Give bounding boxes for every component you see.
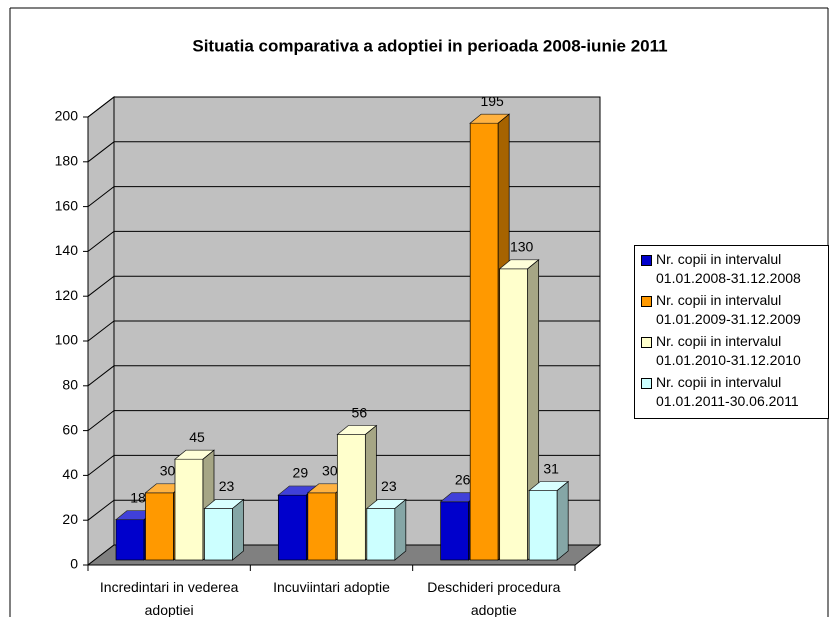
bar-side-shade — [232, 499, 244, 560]
bar — [204, 508, 233, 561]
value-label: 56 — [352, 404, 368, 420]
legend-swatch — [641, 378, 652, 389]
legend-label: Nr. copii in intervalul 01.01.2010-31.12… — [656, 333, 801, 368]
y-tick-label: 200 — [55, 108, 79, 124]
bar-side-shade — [394, 499, 406, 560]
bar-top-shade — [204, 499, 244, 509]
value-label: 23 — [381, 478, 397, 494]
bar-side — [232, 498, 244, 561]
x-tick-label: Incredintari in vederea adoptiei — [99, 579, 239, 617]
bar — [174, 458, 204, 561]
bar — [469, 122, 499, 561]
bar-top-shade — [366, 499, 406, 509]
grid-line — [87, 410, 600, 431]
grid-line — [87, 186, 600, 207]
bar-side-shade — [557, 481, 569, 560]
y-tick-label: 140 — [55, 242, 79, 258]
legend-label: Nr. copii in intervalul 01.01.2009-31.12… — [656, 292, 801, 327]
bar-group — [203, 498, 245, 561]
value-label: 195 — [480, 93, 504, 109]
bar — [115, 519, 145, 561]
value-label: 30 — [160, 463, 176, 479]
bar-top-shade — [499, 259, 539, 269]
bar-top-shade — [529, 481, 569, 491]
legend-label: Nr. copii in intervalul 01.01.2011-30.06… — [656, 374, 799, 409]
grid-line — [87, 454, 600, 476]
legend-entry: Nr. copii in intervalul 01.01.2008-31.12… — [641, 250, 828, 288]
y-tick-label: 120 — [55, 287, 79, 303]
value-label: 31 — [543, 460, 559, 476]
bar-top-shade — [175, 450, 214, 460]
bar — [277, 494, 307, 561]
legend-entry: Nr. copii in intervalul 01.01.2009-31.12… — [641, 291, 828, 329]
legend-swatch — [641, 296, 652, 307]
grid-line — [87, 96, 600, 118]
bar — [307, 492, 337, 561]
y-tick-label: 80 — [62, 377, 78, 393]
grid-line — [87, 141, 600, 163]
grid-line — [87, 230, 600, 252]
bar-group — [365, 498, 407, 561]
x-tick-label: Deschideri procedura adoptie — [427, 579, 561, 617]
bar-side — [556, 480, 569, 561]
bar — [499, 268, 529, 561]
value-label: 23 — [219, 478, 235, 494]
y-tick-label: 40 — [62, 466, 78, 482]
legend-entry: Nr. copii in intervalul 01.01.2010-31.12… — [641, 332, 828, 370]
y-tick-label: 100 — [55, 332, 79, 348]
y-tick-label: 180 — [55, 153, 79, 169]
bar — [145, 492, 174, 561]
y-tick-label: 60 — [62, 421, 78, 437]
legend-swatch — [641, 337, 652, 348]
grid-line — [87, 365, 600, 387]
legend-entry: Nr. copii in intervalul 01.01.2011-30.06… — [641, 373, 828, 411]
y-tick-label: 160 — [55, 197, 79, 213]
value-label: 29 — [293, 465, 309, 481]
legend: Nr. copii in intervalul 01.01.2008-31.12… — [634, 245, 829, 419]
bar-top-shade — [470, 114, 510, 124]
x-tick-label: Incuviintari adoptie — [273, 579, 390, 595]
bar-group — [528, 480, 570, 561]
y-tick-label: 0 — [70, 556, 78, 572]
value-label: 30 — [322, 463, 338, 479]
grid-line — [87, 320, 600, 342]
value-label: 130 — [510, 239, 534, 255]
bar-side — [394, 498, 407, 561]
bar-top-shade — [337, 425, 377, 435]
value-label: 26 — [455, 471, 471, 487]
value-label: 45 — [189, 429, 205, 445]
grid-line — [87, 275, 600, 297]
bar — [528, 490, 558, 561]
value-label: 18 — [130, 489, 146, 505]
legend-swatch — [641, 255, 652, 266]
chart-title: Situatia comparativa a adoptiei in perio… — [192, 36, 667, 55]
bar — [336, 434, 366, 561]
legend-label: Nr. copii in intervalul 01.01.2008-31.12… — [656, 251, 801, 286]
grid-line — [87, 499, 600, 521]
y-tick-label: 20 — [62, 511, 78, 527]
bar — [440, 501, 470, 561]
bar — [366, 508, 396, 561]
